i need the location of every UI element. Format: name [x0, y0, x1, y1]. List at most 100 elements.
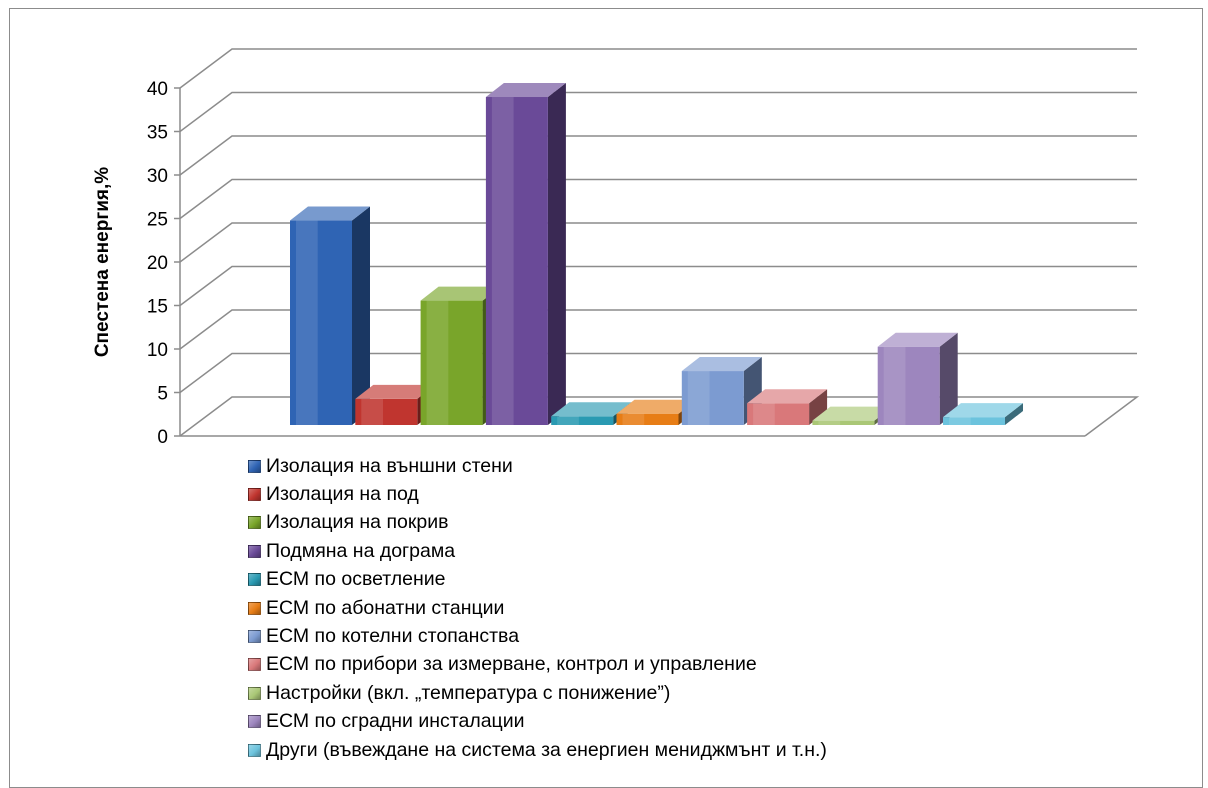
bar-top	[551, 402, 632, 417]
bar-top	[812, 406, 893, 421]
y-tick-label: 35	[147, 123, 168, 144]
bar-top	[681, 357, 762, 372]
bar-front	[485, 97, 548, 425]
bar-top	[747, 389, 828, 404]
gridline	[179, 135, 1137, 176]
gridline	[179, 91, 1137, 133]
legend-label: ЕСМ по прибори за измерване, контрол и у…	[266, 653, 757, 676]
gridline	[179, 352, 1137, 394]
legend-label: Изолация на под	[266, 483, 419, 506]
bar	[943, 403, 1023, 425]
legend-label: Настройки (вкл. „температура с понижение…	[266, 681, 671, 704]
bar-top	[355, 384, 436, 399]
gridline	[179, 178, 1137, 220]
gridline	[179, 222, 1137, 263]
legend-item: Изолация на покрив	[248, 509, 827, 537]
gridline	[179, 309, 1137, 350]
chart-bars	[290, 83, 1023, 425]
legend-item: Подмяна на дограма	[248, 537, 827, 565]
gridline	[179, 265, 1137, 307]
legend-label: Други (въвеждане на система за енергиен …	[266, 738, 827, 761]
bar-top	[485, 83, 566, 98]
bar-highlight	[687, 371, 710, 425]
bar-front	[355, 398, 418, 425]
legend-item: Изолация на външни стени	[248, 452, 827, 480]
legend-swatch	[248, 516, 261, 530]
y-tick-label: 40	[147, 79, 168, 100]
bar-highlight	[949, 417, 971, 425]
bar-front	[551, 416, 614, 425]
bar	[681, 357, 762, 425]
legend-label: ЕСМ по сградни инсталации	[266, 710, 525, 733]
legend-swatch	[248, 573, 261, 587]
bar	[747, 389, 828, 425]
y-tick-label: 30	[147, 166, 168, 187]
bar-highlight	[883, 346, 906, 425]
legend-swatch	[248, 686, 261, 700]
y-axis-label: Спестена енергия,%	[92, 167, 113, 357]
legend-swatch	[248, 715, 261, 729]
legend-label: Подмяна на дограма	[266, 539, 456, 562]
bar-front	[812, 420, 875, 425]
bar-side	[352, 206, 370, 425]
chart-frame	[9, 8, 1203, 788]
bar-highlight	[622, 413, 645, 425]
legend-swatch	[248, 601, 261, 615]
y-tick-label: 10	[147, 340, 168, 361]
legend-label: Изолация на външни стени	[266, 454, 513, 477]
chart-gridlines	[179, 48, 1137, 394]
bar-top	[420, 286, 501, 301]
bar-highlight	[753, 403, 775, 425]
legend-swatch	[248, 544, 261, 558]
legend-label: ЕСМ по осветление	[266, 568, 446, 591]
legend-item: ЕСМ по сградни инсталации	[248, 708, 827, 736]
bar-front	[681, 371, 744, 425]
y-tick-label: 25	[147, 210, 168, 231]
bar-side	[809, 389, 828, 425]
bar	[877, 332, 958, 425]
bar-highlight	[426, 300, 449, 425]
legend-item: ЕСМ по котелни стопанства	[248, 622, 827, 650]
bar	[485, 83, 566, 425]
chart-legend: Изолация на външни стени Изолация на под И…	[248, 452, 827, 764]
bar-side	[547, 83, 566, 425]
legend-swatch	[248, 743, 261, 757]
bar-front	[877, 346, 940, 425]
bar-front	[420, 300, 483, 425]
legend-item: ЕСМ по прибори за измерване, контрол и у…	[248, 651, 827, 679]
y-tick-label: 20	[147, 253, 168, 274]
bar-top	[616, 399, 697, 414]
bar-side	[1005, 403, 1023, 425]
y-tick-label: 5	[157, 384, 168, 405]
gridline	[179, 48, 1137, 89]
bar-highlight	[491, 97, 514, 425]
y-axis-ticks: 0 5 10 15 20 25 30 35 40	[147, 79, 180, 448]
legend-swatch	[248, 630, 261, 644]
legend-item: ЕСМ по абонатни станции	[248, 594, 827, 622]
bar-front	[290, 220, 352, 425]
bar	[290, 206, 370, 425]
legend-swatch	[248, 488, 261, 502]
legend-item: Други (въвеждане на система за енергиен …	[248, 736, 827, 764]
legend-label: ЕСМ по абонатни станции	[266, 596, 505, 619]
bar-front	[943, 417, 1005, 425]
bar-front	[747, 403, 810, 425]
y-tick-label: 15	[147, 297, 168, 318]
bar-highlight	[361, 398, 383, 425]
legend-label: Изолация на покрив	[266, 511, 449, 534]
bar-top	[943, 403, 1023, 418]
bar-highlight	[818, 420, 841, 425]
legend-label: ЕСМ по котелни стопанства	[266, 625, 520, 648]
y-tick-label: 0	[157, 427, 168, 448]
bar-highlight	[557, 416, 579, 425]
legend-swatch	[248, 459, 261, 473]
legend-item: Изолация на под	[248, 480, 827, 508]
bar-top	[877, 332, 958, 347]
legend-item: Настройки (вкл. „температура с понижение…	[248, 679, 827, 707]
bar-side	[939, 332, 958, 425]
bar-top	[290, 206, 370, 221]
bar-highlight	[296, 220, 318, 425]
legend-swatch	[248, 658, 261, 672]
legend-item: ЕСМ по осветление	[248, 566, 827, 594]
